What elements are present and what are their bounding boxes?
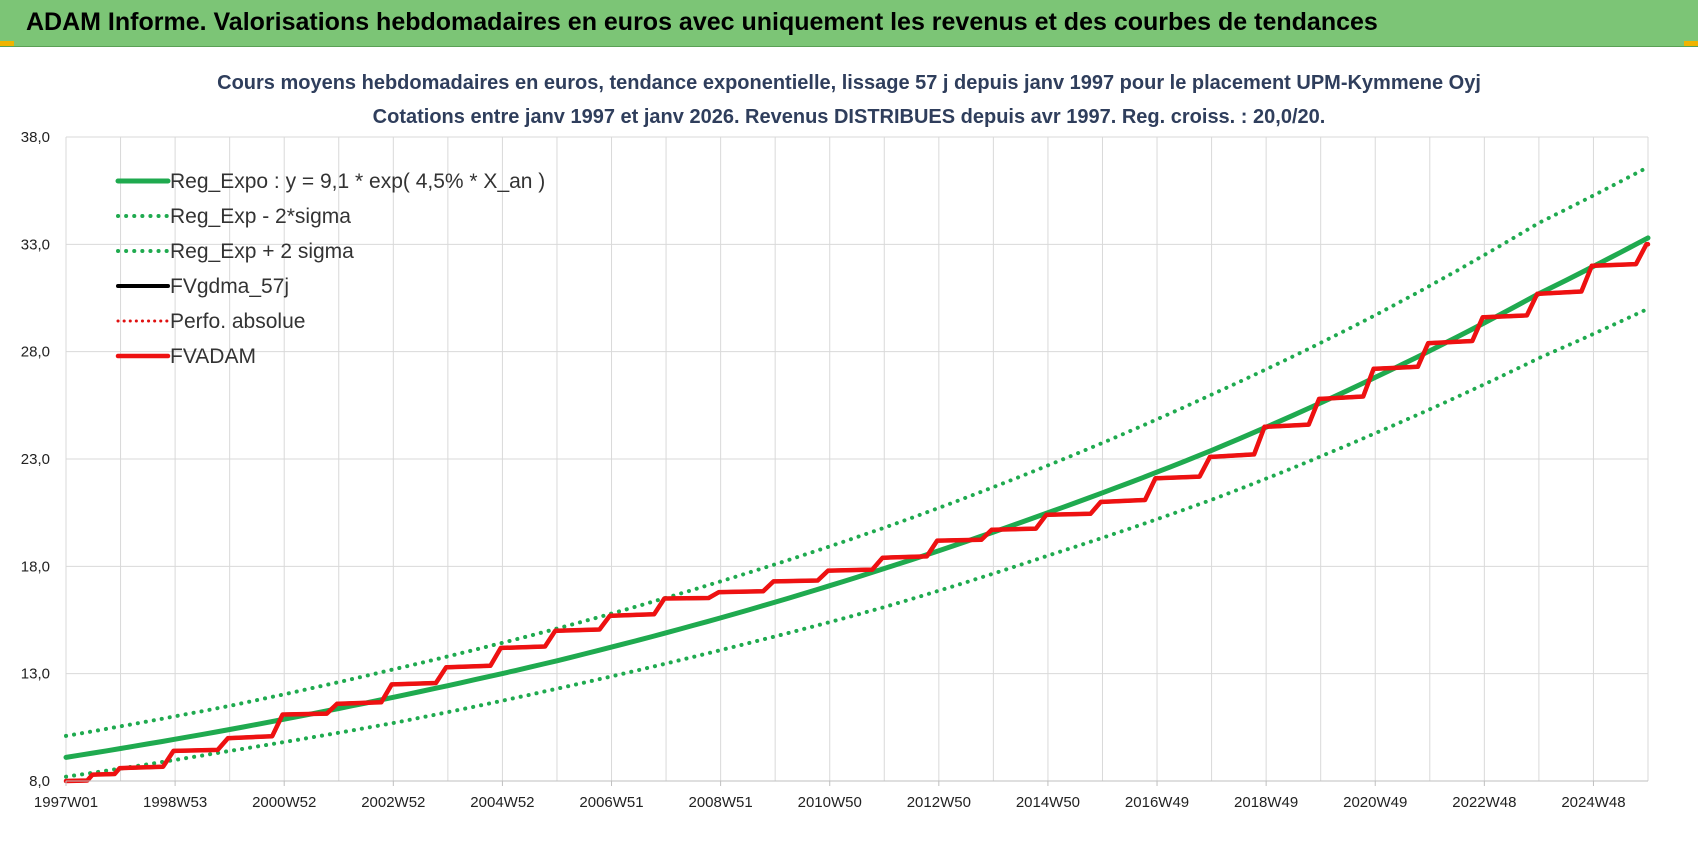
x-tick-label: 2006W51 [579, 794, 643, 811]
x-tick-label: 2016W49 [1125, 794, 1189, 811]
series-line-2 [64, 165, 1650, 738]
page-title: ADAM Informe. Valorisations hebdomadaire… [26, 8, 1378, 36]
legend-label-4: Perfo. absolue [170, 310, 305, 333]
series-line-0 [63, 235, 1651, 760]
chart-container: 8,0 13,0 18,0 23,0 28,0 33,0 38,0 1997W01 1998W5… [0, 46, 1698, 848]
chart-title-line-2: Cotations entre janv 1997 et janv 2026. … [373, 106, 1326, 128]
x-tick-label: 2022W48 [1452, 794, 1516, 811]
axis-layer: 8,0 13,0 18,0 23,0 28,0 33,0 38,0 1997W01 1998W5… [21, 129, 1648, 811]
x-tick-label: 2014W50 [1016, 794, 1080, 811]
y-tick-label: 38,0 [21, 129, 50, 146]
legend-label-1: Reg_Exp - 2*sigma [170, 205, 351, 228]
x-tick-label: 2000W52 [252, 794, 316, 811]
corner-marker-left [0, 41, 14, 46]
x-tick-label: 2008W51 [689, 794, 753, 811]
y-tick-label: 8,0 [29, 773, 50, 790]
y-tick-label: 18,0 [21, 558, 50, 575]
x-tick-label: 2018W49 [1234, 794, 1298, 811]
x-tick-label: 2020W49 [1343, 794, 1407, 811]
series-line-1 [64, 306, 1650, 779]
y-tick-label: 13,0 [21, 666, 50, 683]
chart-title-line-1: Cours moyens hebdomadaires en euros, ten… [217, 72, 1481, 94]
series-layer [63, 165, 1651, 784]
x-tick-label: 2010W50 [798, 794, 862, 811]
y-tick-label: 33,0 [21, 236, 50, 253]
corner-marker-right [1684, 41, 1698, 46]
chart-svg: 8,0 13,0 18,0 23,0 28,0 33,0 38,0 1997W01 1998W5… [21, 72, 1651, 811]
x-tick-label: 1997W01 [34, 794, 98, 811]
legend-label-3: FVgdma_57j [170, 275, 289, 298]
legend-label-5: FVADAM [170, 345, 256, 368]
x-tick-label: 1998W53 [143, 794, 207, 811]
legend-label-0: Reg_Expo : y = 9,1 * exp( 4,5% * X_an ) [170, 170, 545, 193]
y-tick-label: 23,0 [21, 451, 50, 468]
x-tick-label: 2002W52 [361, 794, 425, 811]
x-tick-label: 2012W50 [907, 794, 971, 811]
x-tick-label: 2004W52 [470, 794, 534, 811]
series-line-5 [63, 242, 1651, 784]
header-banner: ADAM Informe. Valorisations hebdomadaire… [0, 0, 1698, 47]
legend-label-2: Reg_Exp + 2 sigma [170, 240, 354, 263]
legend-layer: Reg_Expo : y = 9,1 * exp( 4,5% * X_an ) R… [115, 170, 545, 368]
y-tick-label: 28,0 [21, 344, 50, 361]
x-tick-label: 2024W48 [1561, 794, 1625, 811]
grid-layer [65, 136, 1649, 782]
